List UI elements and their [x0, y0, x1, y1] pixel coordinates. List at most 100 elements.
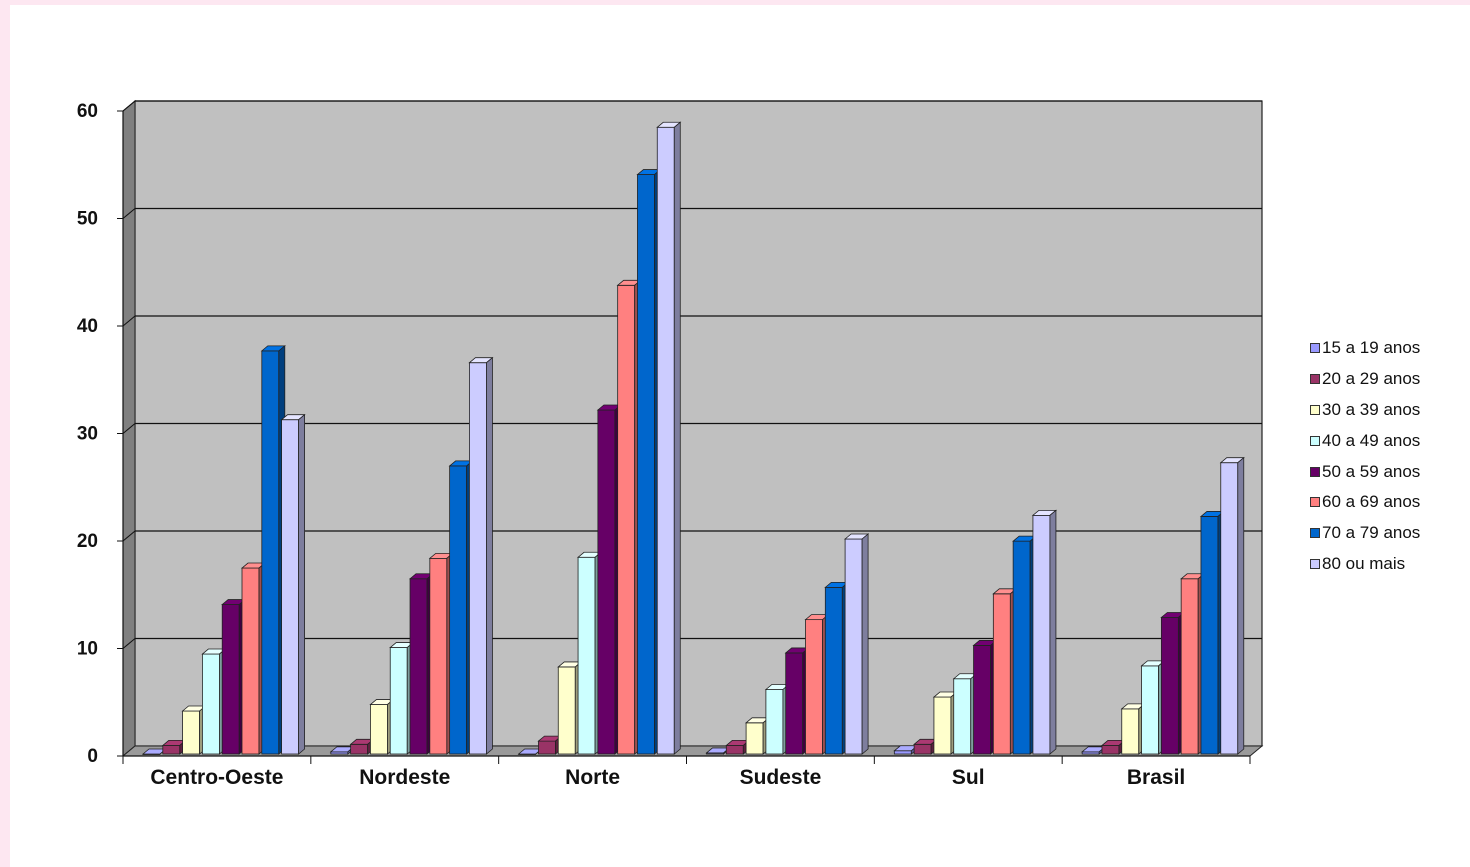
legend-label: 80 ou mais: [1322, 553, 1406, 573]
y-tick-label: 40: [77, 316, 98, 337]
legend: 15 a 19 anos 20 a 29 anos 30 a 39 anos 40 a…: [1310, 333, 1420, 579]
bar-front: [973, 645, 991, 755]
bar: [1031, 509, 1058, 755]
x-tick-label: Brasil: [1127, 766, 1185, 789]
bar-front: [389, 647, 408, 755]
bar-front: [844, 538, 863, 755]
legend-item: 20 a 29 anos: [1310, 364, 1420, 395]
bar-front: [370, 704, 388, 755]
bar-front: [469, 362, 487, 755]
bar-front: [241, 567, 260, 755]
legend-item: 80 ou mais: [1310, 549, 1420, 580]
y-tick-label: 10: [77, 639, 98, 660]
legend-swatch: [1310, 404, 1320, 415]
bar-front: [725, 745, 744, 755]
legend-swatch: [1310, 374, 1320, 385]
bar-front: [656, 126, 675, 755]
bar-front: [745, 722, 764, 755]
bar-front: [281, 419, 300, 755]
bar-front: [1220, 462, 1239, 755]
y-tick-label: 60: [77, 101, 98, 122]
bar-front: [557, 666, 576, 755]
legend-swatch: [1310, 558, 1320, 569]
bar-front: [577, 556, 596, 755]
bar-front: [221, 604, 240, 755]
bar-front: [1200, 516, 1219, 755]
legend-label: 40 a 49 anos: [1322, 430, 1421, 450]
bar-front: [913, 743, 932, 755]
x-tick-label: Sudeste: [740, 766, 822, 789]
bar-front: [893, 750, 912, 755]
bar-front: [201, 653, 220, 755]
bar-front: [1160, 617, 1179, 755]
x-tick-label: Sul: [952, 766, 985, 789]
bar-front: [429, 557, 448, 755]
bar: [141, 748, 168, 755]
y-tick-label: 0: [87, 746, 98, 767]
legend-label: 50 a 59 anos: [1322, 461, 1421, 481]
legend-item: 50 a 59 anos: [1310, 456, 1420, 487]
bar-front: [1101, 745, 1120, 755]
bar: [1219, 456, 1245, 755]
bar: [1180, 572, 1206, 755]
chart-frame: 0 10 20 30 40 50 60 Centro-Oeste Nordeste Norte Su…: [10, 5, 1470, 867]
bar-front: [637, 174, 655, 755]
bar-chart: 0 10 20 30 40 50 60 Centro-Oeste Nordeste Norte Su…: [77, 99, 1264, 789]
legend-item: 60 a 69 anos: [1310, 487, 1420, 518]
gridline-side: [122, 423, 136, 434]
legend-item: 30 a 39 anos: [1310, 395, 1420, 426]
gridline-side: [122, 638, 136, 649]
legend-item: 40 a 49 anos: [1310, 425, 1420, 456]
bar-front: [1141, 665, 1159, 755]
legend-label: 20 a 29 anos: [1322, 369, 1421, 389]
x-tick-label: Centro-Oeste: [150, 766, 283, 789]
bar-front: [785, 652, 804, 755]
legend-label: 70 a 79 anos: [1322, 523, 1421, 543]
bar-front: [1032, 514, 1051, 755]
legend-swatch: [1310, 466, 1320, 477]
legend-item: 70 a 79 anos: [1310, 518, 1420, 549]
bar-side: [298, 413, 306, 755]
bar-front: [350, 743, 369, 755]
gridline-side: [122, 208, 136, 219]
x-tick-label: Nordeste: [359, 766, 450, 789]
bar: [893, 744, 919, 755]
legend-swatch: [1310, 497, 1320, 508]
gridline-side: [122, 100, 136, 112]
bar: [280, 413, 306, 755]
bar-side: [1049, 509, 1057, 755]
bar-front: [182, 710, 201, 755]
bar-side: [1237, 456, 1245, 755]
bar: [468, 356, 494, 755]
bar-side: [861, 533, 869, 755]
legend-swatch: [1310, 435, 1320, 446]
bar-front: [261, 350, 280, 755]
bar-front: [538, 740, 556, 755]
bar-front: [992, 593, 1011, 755]
y-tick-label: 20: [77, 531, 98, 552]
legend-label: 60 a 69 anos: [1322, 492, 1421, 512]
x-tick-label: Norte: [565, 766, 620, 789]
bar-front: [449, 465, 468, 755]
y-tick-label: 50: [77, 209, 98, 230]
legend-label: 15 a 19 anos: [1322, 338, 1421, 358]
gridline-side: [122, 530, 136, 542]
bar-front: [765, 689, 784, 755]
gridline-side: [122, 315, 136, 327]
y-tick-label: 30: [77, 424, 98, 445]
bar: [656, 121, 682, 755]
bar-front: [1121, 708, 1140, 755]
bar-front: [805, 619, 823, 755]
legend-swatch: [1310, 528, 1320, 539]
bar-front: [597, 409, 616, 755]
bar-front: [162, 745, 181, 755]
bar-front: [824, 586, 843, 755]
bar-front: [1180, 578, 1199, 755]
legend-item: 15 a 19 anos: [1310, 333, 1420, 364]
bar-side: [486, 356, 493, 755]
bar-front: [409, 578, 428, 755]
legend-label: 30 a 39 anos: [1322, 399, 1421, 419]
bar-front: [933, 696, 952, 755]
bar-side: [673, 121, 681, 755]
bar-front: [1012, 540, 1031, 755]
